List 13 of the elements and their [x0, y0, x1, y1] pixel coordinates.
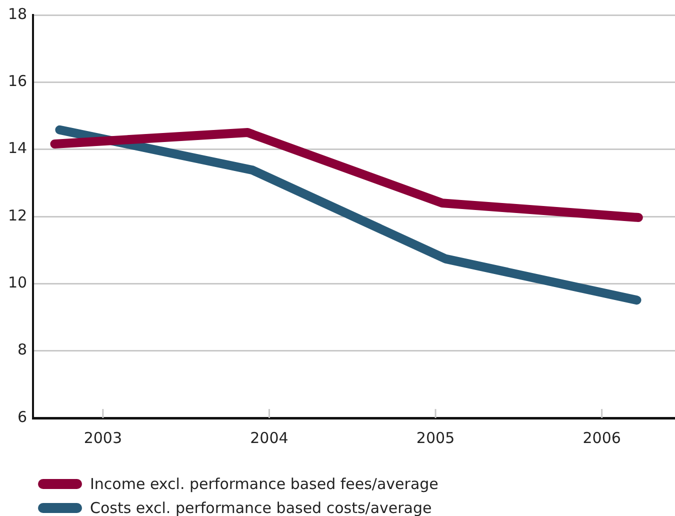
y-tick-label: 8: [18, 340, 28, 359]
y-tick-label: 6: [18, 408, 28, 426]
y-tick-label: 18: [8, 4, 28, 23]
x-tick-label: 2006: [582, 428, 621, 447]
x-tick-label: 2004: [250, 428, 288, 447]
y-tick-label: 12: [8, 206, 28, 224]
x-tick-label: 2003: [84, 428, 122, 447]
y-tick-label: 10: [8, 274, 28, 292]
y-tick-label: 14: [8, 139, 28, 158]
legend-label: Income excl. performance based fees/average: [90, 475, 438, 493]
legend-label: Costs excl. performance based costs/average: [90, 499, 432, 516]
y-tick-label: 16: [8, 72, 28, 90]
x-tick-label: 2005: [416, 428, 455, 447]
